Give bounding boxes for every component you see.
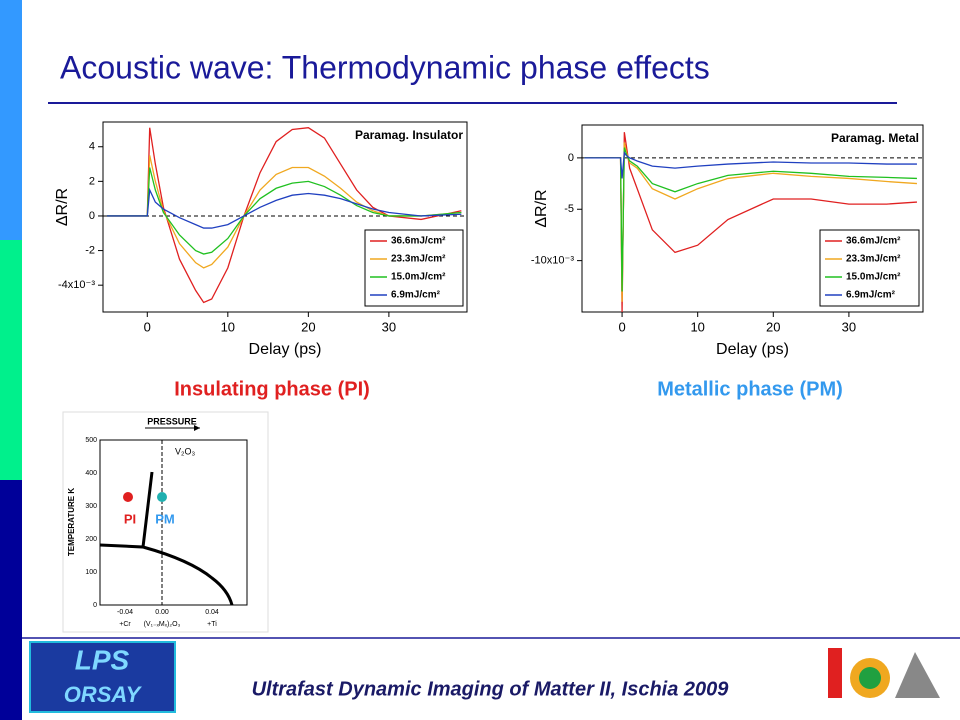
diagram-y-label: TEMPERATURE K bbox=[67, 488, 76, 557]
diagram-tick-label: 0.00 bbox=[155, 609, 169, 616]
y-tick-label: 0 bbox=[89, 210, 95, 222]
logo-shape bbox=[895, 652, 940, 698]
diagram-label: PRESSURE bbox=[147, 416, 197, 426]
x-tick-label: 0 bbox=[144, 319, 151, 334]
diagram-label: V₂O₃ bbox=[175, 446, 195, 456]
x-tick-label: 30 bbox=[842, 319, 856, 334]
pm-marker bbox=[157, 492, 167, 502]
legend-box bbox=[819, 229, 920, 307]
legend-label: 15.0mJ/cm² bbox=[391, 272, 446, 283]
plot-frame bbox=[581, 124, 924, 313]
diagram-tick-label: 100 bbox=[85, 569, 97, 576]
diagram-x-label: +Ti bbox=[207, 621, 217, 628]
diagram-tick-label: 0.04 bbox=[205, 609, 219, 616]
x-axis-label: Delay (ps) bbox=[716, 341, 789, 358]
pm-label: PM bbox=[155, 511, 175, 526]
y-tick-label: -2 bbox=[85, 244, 95, 256]
pi-label: PI bbox=[124, 511, 136, 526]
legend-label: 23.3mJ/cm² bbox=[846, 254, 901, 265]
diagram-tick-label: 300 bbox=[85, 503, 97, 510]
x-tick-label: 30 bbox=[382, 319, 396, 334]
annotation: Paramag. Insulator bbox=[355, 128, 463, 142]
caption: Insulating phase (PI) bbox=[174, 378, 370, 400]
sidebar-band bbox=[0, 240, 22, 480]
y-tick-label: 2 bbox=[89, 175, 95, 187]
annotation: Paramag. Metal bbox=[831, 131, 919, 145]
series-line bbox=[584, 150, 917, 179]
series-line bbox=[584, 147, 917, 292]
legend-label: 6.9mJ/cm² bbox=[391, 290, 441, 301]
series-line bbox=[107, 187, 462, 229]
logo-text: ORSAY bbox=[64, 682, 143, 707]
diagram-x-label: (V₁₋ₓMₓ)₂O₃ bbox=[144, 621, 181, 628]
diagram-tick-label: 500 bbox=[85, 437, 97, 444]
y-tick-label: 4 bbox=[89, 141, 95, 153]
diagram-tick-label: 200 bbox=[85, 536, 97, 543]
diagram-ticks: 500 400 300 200 100 0 -0.04 +Cr 0.00 (V₁₋ₓMₓ)₂O₃ 0… bbox=[85, 437, 219, 628]
x-axis-label: Delay (ps) bbox=[249, 341, 322, 358]
x-tick-label: 10 bbox=[221, 319, 235, 334]
legend-label: 36.6mJ/cm² bbox=[846, 236, 901, 247]
slide-title: Acoustic wave: Thermodynamic phase effec… bbox=[60, 49, 710, 85]
caption: Metallic phase (PM) bbox=[657, 378, 843, 400]
x-tick-label: 20 bbox=[766, 319, 780, 334]
diagram-x-label: +Cr bbox=[119, 621, 131, 628]
y-axis-label: ΔR/R bbox=[533, 189, 550, 227]
y-axis-label: ΔR/R bbox=[54, 188, 71, 226]
sidebar-band bbox=[0, 480, 22, 720]
legend-box bbox=[364, 229, 464, 307]
phase-boundary bbox=[99, 471, 234, 606]
logo-box bbox=[29, 641, 176, 713]
logo-shape bbox=[859, 667, 881, 689]
diagram-tick-label: 0 bbox=[93, 602, 97, 609]
sidebar-band bbox=[0, 0, 22, 240]
diagram-axes bbox=[99, 439, 248, 606]
footer-text: Ultrafast Dynamic Imaging of Matter II, … bbox=[252, 678, 730, 700]
phase-diagram: PRESSURE V₂O₃ TEMPERATURE K PI PM 500 400… bbox=[62, 411, 269, 633]
legend-label: 23.3mJ/cm² bbox=[391, 254, 446, 265]
diagram-frame bbox=[62, 411, 269, 633]
y-tick-label: -10x10⁻³ bbox=[531, 255, 574, 267]
y-tick-label: -5 bbox=[564, 203, 574, 215]
arrow-head bbox=[194, 425, 200, 431]
x-tick-label: 10 bbox=[690, 319, 704, 334]
logo-text: LPS bbox=[75, 644, 130, 675]
diagram-tick-label: -0.04 bbox=[117, 609, 133, 616]
loa-logo bbox=[828, 648, 940, 698]
logo-shape bbox=[828, 648, 842, 698]
y-tick-label: -4x10⁻³ bbox=[58, 279, 95, 291]
diagram-tick-label: 400 bbox=[85, 470, 97, 477]
legend-label: 15.0mJ/cm² bbox=[846, 272, 901, 283]
y-tick-label: 0 bbox=[568, 152, 574, 164]
x-tick-label: 0 bbox=[618, 319, 625, 334]
x-tick-label: 20 bbox=[301, 319, 315, 334]
legend-label: 36.6mJ/cm² bbox=[391, 236, 446, 247]
legend-label: 6.9mJ/cm² bbox=[846, 290, 896, 301]
pi-marker bbox=[123, 492, 133, 502]
plot-frame bbox=[102, 121, 468, 313]
